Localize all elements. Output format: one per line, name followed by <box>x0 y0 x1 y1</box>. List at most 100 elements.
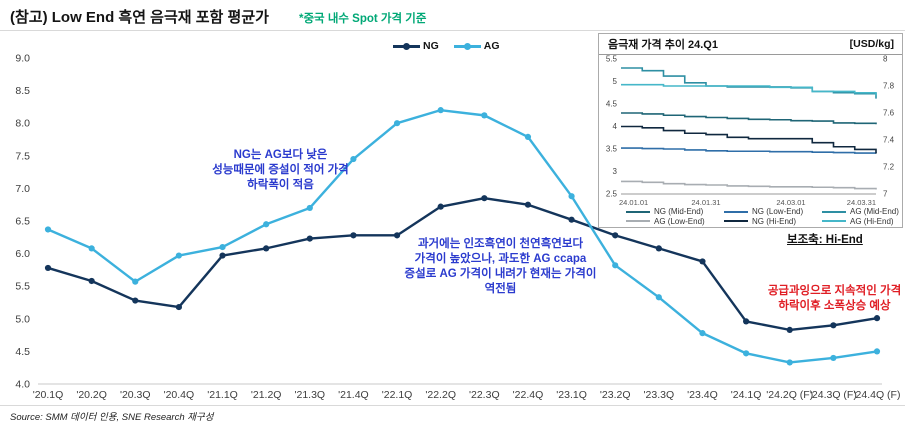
data-point-ng <box>393 232 401 239</box>
footer-divider <box>0 405 905 406</box>
page-note: *중국 내수 Spot 가격 기준 <box>299 13 427 25</box>
legend-label-ng: NG <box>423 40 439 52</box>
annotation-2: 과거에는 인조흑연이 천연흑연보다 가격이 높았으나, 과도한 AG ccapa… <box>404 238 597 295</box>
data-point-ag <box>175 252 182 259</box>
inset-title-row: 음극재 가격 추이 24.Q1 [USD/kg] <box>599 34 902 55</box>
data-point-ng <box>263 245 270 252</box>
inset-right-tick: 7.2 <box>883 163 895 172</box>
y-axis-tick: 5.0 <box>15 313 30 325</box>
data-point-ng <box>873 315 881 322</box>
data-point-ag <box>306 204 313 212</box>
inset-legend-label: NG (Low-End) <box>752 207 804 217</box>
inset-legend-item-5: NG (Hi-End) <box>724 217 822 227</box>
data-point-ag <box>393 120 401 127</box>
inset-legend-line-icon <box>626 220 650 223</box>
x-axis-tick: '21.1Q <box>207 389 238 401</box>
inset-left-tick: 2.5 <box>606 190 618 199</box>
inset-right-tick: 7.8 <box>883 82 895 91</box>
y-axis-tick: 8.0 <box>15 118 30 130</box>
annotation-3: 공급과잉으로 지속적인 가격 하락이후 소폭상승 예상 <box>767 285 902 312</box>
inset-series-ag--mid-end- <box>621 67 877 99</box>
inset-left-tick: 4 <box>613 122 618 131</box>
source-note: Source: SMM 데이터 인용, SNE Research 재구성 <box>10 412 214 423</box>
x-axis-tick: '21.2Q <box>251 389 282 401</box>
data-point-ng <box>830 322 837 329</box>
data-point-ng <box>786 326 793 333</box>
page-title: (참고) Low End 흑연 음극재 포함 평균가 <box>10 9 269 26</box>
inset-x-tick: 24.03.01 <box>776 198 805 207</box>
data-point-ng <box>568 216 575 223</box>
data-point-ng <box>175 303 182 311</box>
inset-legend-item-3: AG (Mid-End) <box>822 207 902 217</box>
inset-series-ag--hi-end- <box>621 83 877 96</box>
x-axis-tick: '20.1Q <box>33 389 64 401</box>
inset-chart-panel: 음극재 가격 추이 24.Q1 [USD/kg] 2.5 3 3.5 4 4.5 5 5.5… <box>598 33 903 228</box>
legend-item-ag: AG <box>453 40 500 52</box>
data-point-ag <box>786 359 793 366</box>
annotation-1: NG는 AG보다 낮은 성능때문에 증설이 적어 가격 하락폭이 적음 <box>212 149 349 191</box>
data-point-ag <box>873 348 881 355</box>
x-axis-tick: '22.3Q <box>469 389 500 401</box>
series-line-ng <box>46 196 879 332</box>
inset-legend-label: AG (Low-End) <box>654 216 705 226</box>
data-point-ng <box>44 264 52 272</box>
x-axis-tick: '24.1Q <box>731 389 762 401</box>
x-axis-tick: '23.3Q <box>644 389 675 401</box>
inset-series-ng--low-end- <box>621 147 877 154</box>
main-chart-legend: NG AG <box>393 40 500 52</box>
inset-x-tick: 24.01.31 <box>691 198 720 207</box>
inset-left-tick: 4.5 <box>606 100 618 109</box>
data-point-ng <box>699 258 706 265</box>
data-point-ag <box>481 112 488 119</box>
inset-legend-line-icon <box>822 210 846 213</box>
x-axis-tick: '20.4Q <box>164 389 195 401</box>
data-point-ng <box>655 245 662 252</box>
x-axis-tick: '20.2Q <box>76 389 107 401</box>
y-axis-tick: 8.5 <box>15 85 30 97</box>
x-axis-tick: '22.1Q <box>382 389 413 401</box>
inset-legend-item-1: NG (Mid-End) <box>626 207 724 217</box>
inset-legend-label: AG (Mid-End) <box>850 207 899 217</box>
inset-legend-label: AG (Hi-End) <box>850 216 894 226</box>
x-axis-tick: '21.3Q <box>294 389 325 401</box>
data-point-ng <box>350 232 357 239</box>
series-line-ag <box>46 108 879 364</box>
y-axis-tick: 4.5 <box>15 346 30 358</box>
y-axis-tick: 7.0 <box>15 183 30 195</box>
data-point-ag <box>219 243 226 251</box>
inset-legend-line-icon <box>626 210 650 213</box>
x-axis-tick: '24.4Q (F) <box>854 389 901 401</box>
data-point-ag <box>743 350 750 357</box>
data-point-ng <box>88 277 95 285</box>
inset-price-chart: 2.5 3 3.5 4 4.5 5 5.5 7 7.2 7.4 7.6 7.8 8 24.01.01 24.… <box>606 55 895 207</box>
data-point-ag <box>699 330 706 337</box>
inset-legend-label: NG (Hi-End) <box>752 216 797 226</box>
data-point-ag <box>524 133 532 140</box>
y-axis-tick: 5.5 <box>15 281 30 293</box>
inset-legend-item-4: AG (Low-End) <box>626 217 724 227</box>
data-point-ng <box>481 195 488 202</box>
x-axis-tick: '22.4Q <box>513 389 544 401</box>
data-point-ng <box>524 201 532 208</box>
x-axis-tick: '23.2Q <box>600 389 631 401</box>
inset-right-tick: 7.6 <box>883 109 895 118</box>
data-point-ag <box>830 354 837 362</box>
inset-series-ng--hi-end- <box>621 125 877 154</box>
data-point-ag <box>88 245 95 252</box>
inset-legend-item-2: NG (Low-End) <box>724 207 822 217</box>
data-point-ng <box>132 297 139 304</box>
inset-x-tick: 24.01.01 <box>619 198 648 207</box>
header-divider <box>0 30 905 31</box>
inset-legend-line-icon <box>822 220 846 223</box>
inset-left-tick: 5 <box>613 77 618 86</box>
inset-left-tick: 5.5 <box>606 55 618 64</box>
inset-series-ag--low-end- <box>621 180 877 190</box>
data-point-ng <box>437 203 444 210</box>
inset-unit-label: [USD/kg] <box>849 38 894 50</box>
x-axis-tick: '21.4Q <box>338 389 369 401</box>
x-axis-tick: '22.2Q <box>425 389 456 401</box>
data-point-ag <box>655 294 662 301</box>
y-axis-tick: 9.0 <box>15 53 30 65</box>
inset-legend-line-icon <box>724 210 748 213</box>
